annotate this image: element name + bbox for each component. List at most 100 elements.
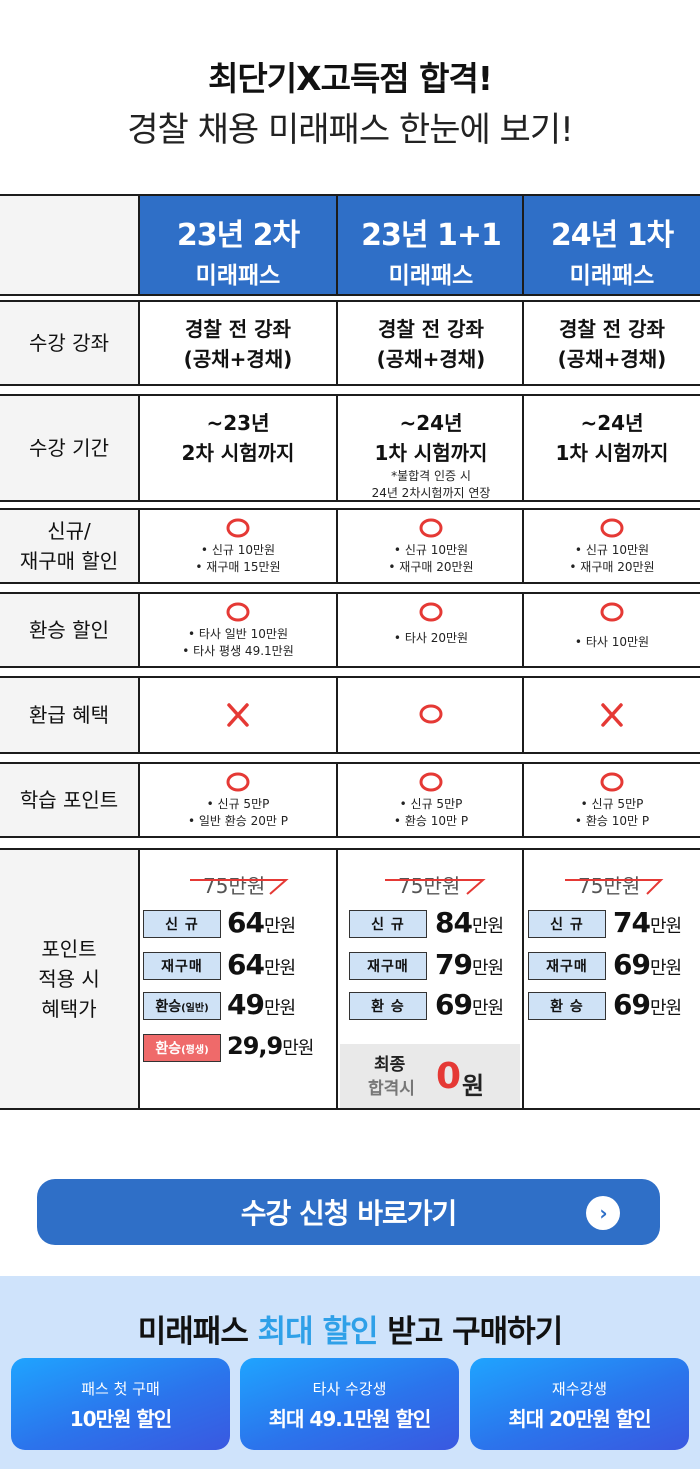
course-cell: 경찰 전 강좌 (공채+경채) <box>522 300 700 386</box>
price-amount: 69만원 <box>613 988 682 1021</box>
old-price: 75만원 <box>203 874 266 898</box>
page-title: 최단기X고득점 합격! <box>208 59 493 98</box>
x-mark-icon <box>227 703 249 727</box>
enroll-button[interactable]: 수강 신청 바로가기 › <box>37 1179 660 1245</box>
row-label-points: 학습 포인트 <box>0 762 138 838</box>
row-label-text: 포인트 <box>41 937 97 961</box>
cell-text: • 신규 10만원 <box>200 543 276 557</box>
amount-value: 79 <box>435 948 473 981</box>
promo-card-transfer[interactable]: 타사 수강생 최대 49.1만원 할인 <box>240 1358 459 1450</box>
amount-value: 64 <box>227 906 265 939</box>
amount-unit: 만원 <box>263 958 296 979</box>
column-header-23-2: 23년 2차 미래패스 <box>138 194 336 296</box>
cell-text: • 신규 5만P <box>580 797 644 811</box>
cell-text: 2차 시험까지 <box>181 441 295 465</box>
transfer-discount-cell: • 타사 20만원 <box>336 592 524 668</box>
new-discount-cell: • 신규 10만원 • 재구매 15만원 <box>138 508 336 584</box>
tag-sub: (일반) <box>181 1002 209 1014</box>
row-label-new-discount: 신규/ 재구매 할인 <box>0 508 138 584</box>
column-title: 24년 1차 <box>550 218 674 253</box>
price-tag-new: 신 규 <box>528 910 606 938</box>
cell-text: • 타사 20만원 <box>393 631 469 645</box>
cell-text: • 신규 5만P <box>206 797 270 811</box>
cell-text: • 타사 평생 49.1만원 <box>182 644 294 658</box>
o-mark-icon <box>600 518 624 538</box>
price-tag-new: 신 규 <box>349 910 427 938</box>
points-cell: • 신규 5만P • 일반 환승 20만 P <box>138 762 336 838</box>
amount-unit: 만원 <box>282 1038 314 1059</box>
o-mark-icon <box>419 518 443 538</box>
amount-value: 69 <box>613 948 651 981</box>
cell-text: • 신규 10만원 <box>393 543 469 557</box>
price-tag-transfer: 환 승 <box>349 992 427 1020</box>
row-label-period: 수강 기간 <box>0 394 138 502</box>
transfer-discount-cell: • 타사 일반 10만원 • 타사 평생 49.1만원 <box>138 592 336 668</box>
price-tag-repurchase: 재구매 <box>349 952 427 980</box>
column-subtitle: 미래패스 <box>195 263 281 289</box>
amount-value: 29,9 <box>227 1032 283 1060</box>
price-tag-repurchase: 재구매 <box>528 952 606 980</box>
cell-text: 경찰 전 강좌 <box>185 317 291 341</box>
enroll-button-label: 수강 신청 바로가기 <box>240 1197 458 1230</box>
course-cell: 경찰 전 강좌 (공채+경채) <box>138 300 336 386</box>
column-subtitle: 미래패스 <box>388 263 474 289</box>
amount-unit: 만원 <box>263 916 296 937</box>
cell-text: • 일반 환승 20만 P <box>187 814 289 828</box>
old-price: 75만원 <box>398 874 461 898</box>
row-label-text: 환급 혜택 <box>29 703 109 727</box>
o-mark-icon <box>419 602 443 622</box>
promo-card-label: 최대 20만원 할인 <box>508 1407 651 1431</box>
row-label-text: 혜택가 <box>41 997 97 1021</box>
row-label-text: 재구매 할인 <box>19 549 119 573</box>
price-amount: 49만원 <box>227 988 296 1021</box>
final-won: 원 <box>462 1072 485 1100</box>
cell-text: 경찰 전 강좌 <box>378 317 484 341</box>
chevron-right-icon: › <box>586 1196 620 1230</box>
new-discount-cell: • 신규 10만원 • 재구매 20만원 <box>336 508 524 584</box>
refund-cell <box>522 676 700 754</box>
cell-text: 1차 시험까지 <box>374 441 488 465</box>
refund-cell <box>138 676 336 754</box>
promo-card-caption: 타사 수강생 <box>312 1380 387 1398</box>
promo-card-caption: 재수강생 <box>551 1380 608 1398</box>
tag-text: 환승 <box>155 999 182 1015</box>
row-label-text: 수강 기간 <box>29 436 109 460</box>
price-amount: 29,9만원 <box>227 1032 314 1060</box>
strike-through-icon <box>190 879 289 895</box>
cell-text: • 재구매 20만원 <box>388 560 474 574</box>
table-corner <box>0 194 138 296</box>
row-label-refund: 환급 혜택 <box>0 676 138 754</box>
period-cell: ~24년 1차 시험까지 <box>522 394 700 502</box>
column-title: 23년 1+1 <box>361 218 502 253</box>
period-note: *불합격 인증 시 <box>391 469 471 483</box>
cell-text: (공채+경채) <box>183 347 293 371</box>
price-tag-transfer: 환 승 <box>528 992 606 1020</box>
promo-card-first-purchase[interactable]: 패스 첫 구매 10만원 할인 <box>11 1358 230 1450</box>
row-label-text: 수강 강좌 <box>29 331 109 355</box>
cell-text: 1차 시험까지 <box>555 441 669 465</box>
promo-card-label: 10만원 할인 <box>69 1407 172 1431</box>
period-cell: ~24년 1차 시험까지 *불합격 인증 시 24년 2차시험까지 연장 <box>336 394 524 502</box>
amount-unit: 만원 <box>471 916 504 937</box>
column-header-24-1: 24년 1차 미래패스 <box>522 194 700 296</box>
row-label-text: 신규/ <box>47 519 91 543</box>
cell-text: ~24년 <box>399 411 463 435</box>
price-amount: 79만원 <box>435 948 504 981</box>
course-cell: 경찰 전 강좌 (공채+경채) <box>336 300 524 386</box>
amount-unit: 만원 <box>471 998 504 1019</box>
price-tag-repurchase: 재구매 <box>143 952 221 980</box>
amount-value: 49 <box>227 988 265 1021</box>
cell-text: • 신규 10만원 <box>574 543 650 557</box>
promo-title-b: 받고 구매하기 <box>377 1314 563 1350</box>
cell-text: • 재구매 20만원 <box>569 560 655 574</box>
cell-text: • 타사 일반 10만원 <box>187 627 289 641</box>
price-amount: 64만원 <box>227 906 296 939</box>
o-mark-icon <box>226 602 250 622</box>
promo-card-returning[interactable]: 재수강생 최대 20만원 할인 <box>470 1358 689 1450</box>
promo-title-a: 미래패스 <box>137 1314 258 1350</box>
amount-value: 69 <box>435 988 473 1021</box>
amount-unit: 만원 <box>471 958 504 979</box>
price-tag-transfer-general: 환승 (일반) <box>143 992 221 1020</box>
cell-text: • 재구매 15만원 <box>195 560 281 574</box>
final-zero: 0 <box>436 1056 462 1097</box>
